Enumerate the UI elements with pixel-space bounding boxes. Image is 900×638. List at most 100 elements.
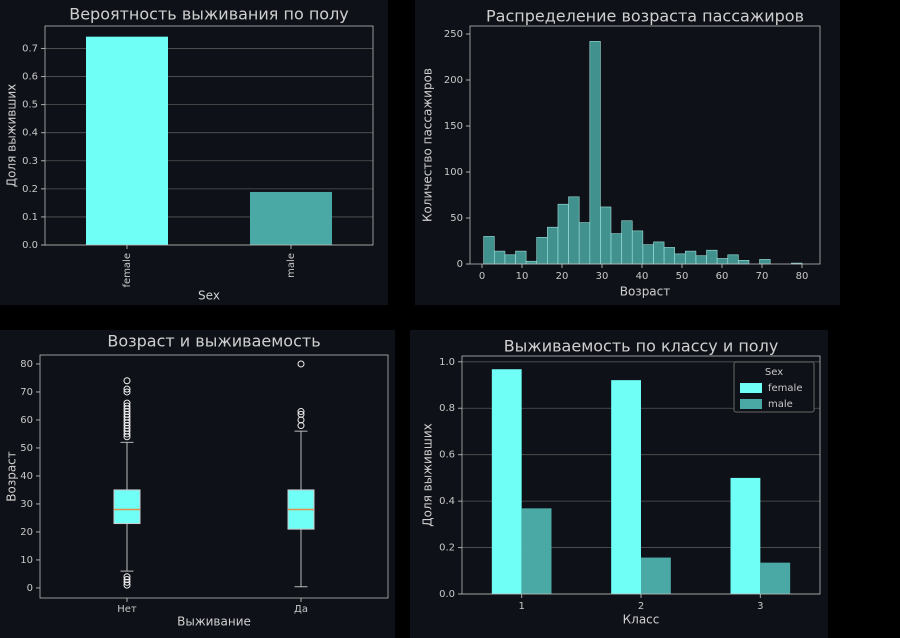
chart-title: Выживаемость по классу и полу xyxy=(504,337,779,356)
legend-label: male xyxy=(768,399,793,410)
x-axis-label: Выживание xyxy=(177,615,251,629)
y-tick-label: 0.5 xyxy=(22,100,38,111)
x-tick-label: 3 xyxy=(757,601,763,612)
x-tick-label: 50 xyxy=(676,271,689,282)
histogram-bar xyxy=(716,258,729,265)
y-tick-label: 40 xyxy=(20,471,33,482)
y-tick-label: 50 xyxy=(20,443,33,454)
histogram-bar xyxy=(536,237,548,265)
outlier xyxy=(123,576,131,584)
y-tick-label: 60 xyxy=(20,415,33,426)
bar xyxy=(611,380,641,594)
x-tick-label: 20 xyxy=(556,271,569,282)
outlier xyxy=(297,408,305,416)
outlier xyxy=(123,385,131,393)
histogram-bar xyxy=(631,230,644,265)
histogram-bar xyxy=(663,247,675,265)
outlier xyxy=(297,410,305,418)
y-tick-label: 80 xyxy=(20,359,33,370)
histogram-bar xyxy=(738,260,750,265)
histogram-bar xyxy=(759,259,771,265)
bar xyxy=(86,36,168,245)
plot-frame xyxy=(469,25,821,265)
outlier xyxy=(123,377,131,385)
histogram-bar xyxy=(578,222,591,265)
x-tick-label: Да xyxy=(294,604,308,615)
x-tick-label: 10 xyxy=(516,271,529,282)
histogram-bar xyxy=(653,241,665,265)
outlier xyxy=(297,360,305,368)
y-tick-label: 0.0 xyxy=(22,240,38,251)
y-tick-label: 0 xyxy=(27,583,33,594)
y-tick-label: 0.7 xyxy=(22,43,38,54)
chart-title: Возраст и выживаемость xyxy=(107,332,320,351)
histogram-bar xyxy=(547,226,559,265)
histogram-bar xyxy=(706,249,718,265)
y-tick-label: 20 xyxy=(20,527,33,538)
histogram-bar xyxy=(493,250,506,265)
y-axis-label: Доля выживших xyxy=(421,423,435,527)
x-tick-label: 1 xyxy=(518,601,524,612)
histogram-bar xyxy=(695,255,707,265)
y-tick-label: 100 xyxy=(444,167,463,178)
y-tick-label: 10 xyxy=(20,555,33,566)
histogram-bar xyxy=(621,220,633,265)
histogram-bar xyxy=(600,206,612,265)
x-axis-label: Класс xyxy=(623,613,660,627)
y-tick-label: 0.4 xyxy=(22,128,38,139)
bar xyxy=(760,562,791,594)
histogram-bar xyxy=(674,253,686,265)
y-tick-label: 150 xyxy=(444,121,463,132)
x-tick-label: 60 xyxy=(716,271,729,282)
y-tick-label: 1.0 xyxy=(439,357,455,368)
y-tick-label: 0.4 xyxy=(439,496,455,507)
y-tick-label: 50 xyxy=(450,213,463,224)
histogram-bar xyxy=(525,260,538,265)
plot-frame xyxy=(39,354,389,599)
histogram-bar xyxy=(515,250,527,265)
y-axis-label: Количество пассажиров xyxy=(421,68,435,222)
bar xyxy=(250,191,332,245)
panel xyxy=(0,330,395,638)
y-tick-label: 0.0 xyxy=(439,589,455,600)
outlier xyxy=(123,399,131,407)
histogram-bar xyxy=(642,244,654,265)
y-axis-label: Доля выживших xyxy=(5,84,19,188)
y-tick-label: 0.3 xyxy=(22,156,38,167)
histogram-bar xyxy=(504,254,516,265)
x-tick-label: male xyxy=(286,253,297,278)
y-tick-label: 200 xyxy=(444,75,463,86)
y-tick-label: 0.2 xyxy=(439,543,455,554)
y-tick-label: 0.2 xyxy=(22,184,38,195)
legend-swatch xyxy=(740,399,762,409)
legend-swatch xyxy=(740,383,762,393)
histogram-bar xyxy=(610,233,622,265)
y-tick-label: 0 xyxy=(457,259,463,270)
x-tick-label: female xyxy=(122,253,133,287)
histogram-bar xyxy=(684,250,697,265)
outlier xyxy=(123,402,131,410)
y-tick-label: 0.8 xyxy=(439,403,455,414)
x-tick-label: 2 xyxy=(638,601,644,612)
plot-frame xyxy=(44,25,374,246)
bar xyxy=(730,477,761,594)
y-tick-label: 250 xyxy=(444,29,463,40)
x-tick-label: 30 xyxy=(596,271,609,282)
y-tick-label: 0.6 xyxy=(22,72,38,83)
x-tick-label: 80 xyxy=(796,271,809,282)
bar xyxy=(491,369,522,594)
y-tick-label: 0.1 xyxy=(22,212,38,223)
histogram-bar xyxy=(483,236,495,265)
chart-title: Вероятность выживания по полу xyxy=(69,5,349,24)
x-axis-label: Возраст xyxy=(620,285,671,299)
outlier xyxy=(123,388,131,396)
y-axis-label: Возраст xyxy=(5,451,19,502)
chart-title: Распределение возраста пассажиров xyxy=(486,7,804,26)
panel xyxy=(0,0,388,305)
bar xyxy=(521,508,552,594)
y-tick-label: 70 xyxy=(20,387,33,398)
bar xyxy=(641,557,671,594)
histogram-bar xyxy=(589,41,601,265)
y-tick-label: 30 xyxy=(20,499,33,510)
